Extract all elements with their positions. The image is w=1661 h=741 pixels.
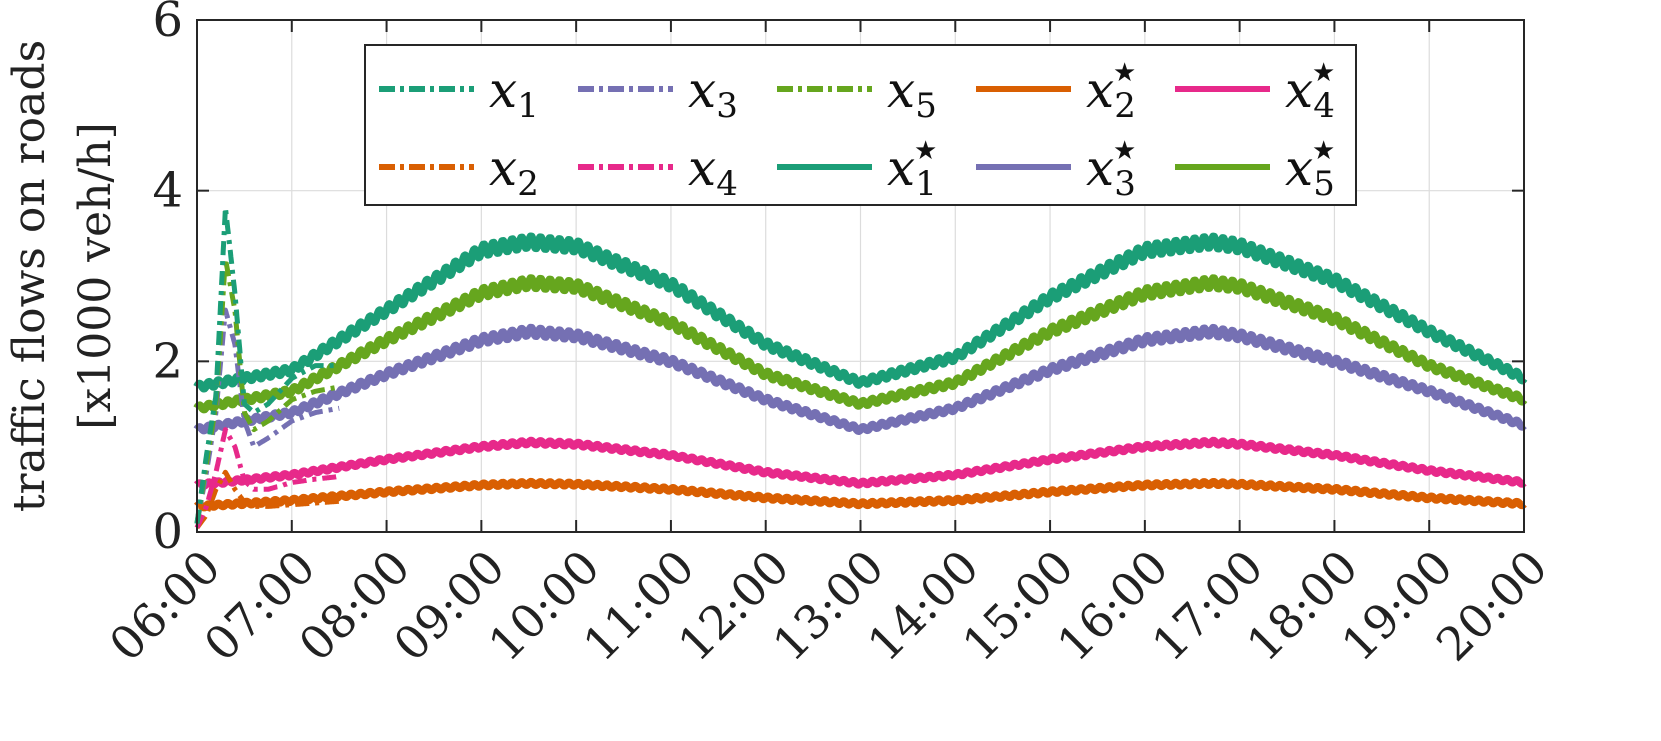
legend-label: x1 xyxy=(489,61,539,126)
series-line-x1 xyxy=(194,205,342,524)
series-line-ref-x3 xyxy=(193,323,1528,435)
axis-ticks xyxy=(196,19,1525,533)
legend-star: ★ xyxy=(1312,136,1335,166)
legend-label: x5 xyxy=(1285,139,1335,204)
y-tick-labels: 0 2 4 6 xyxy=(152,0,183,560)
legend-label: x1 xyxy=(887,139,937,204)
series-layer xyxy=(193,205,1528,530)
series-line-x4 xyxy=(194,427,342,529)
series-line-x2 xyxy=(194,469,342,530)
series-line-ref-x1 xyxy=(193,232,1528,393)
series-line-ref-x4 xyxy=(193,436,1528,490)
y-axis-title-line1: traffic flows on roads xyxy=(4,40,55,512)
legend-label: x4 xyxy=(1285,61,1335,126)
series-line-x3 xyxy=(194,307,342,524)
y-tick-label: 2 xyxy=(152,333,183,389)
legend-star: ★ xyxy=(1113,136,1136,166)
legend-label: x2 xyxy=(489,139,539,204)
legend-label: x3 xyxy=(1086,139,1136,204)
legend-star: ★ xyxy=(1312,58,1335,88)
y-tick-label: 0 xyxy=(152,504,183,560)
legend-label: x5 xyxy=(887,61,937,126)
legend-star: ★ xyxy=(1113,58,1136,88)
legend: x1 x3 x5 x2★ x4★x2 x4 x1★ x3★ x5★ xyxy=(364,44,1357,206)
series-line-ref-x5 xyxy=(193,274,1528,414)
legend-label: x3 xyxy=(688,61,738,126)
series-line-ref-x2 xyxy=(193,477,1528,512)
legend-box xyxy=(364,44,1357,206)
legend-label: x4 xyxy=(688,139,738,204)
y-axis-title-line2: [x1000 veh/h] xyxy=(70,122,121,430)
y-tick-label: 4 xyxy=(152,163,183,219)
legend-star: ★ xyxy=(914,136,937,166)
legend-label: x2 xyxy=(1086,61,1136,126)
y-tick-label: 6 xyxy=(152,0,183,48)
